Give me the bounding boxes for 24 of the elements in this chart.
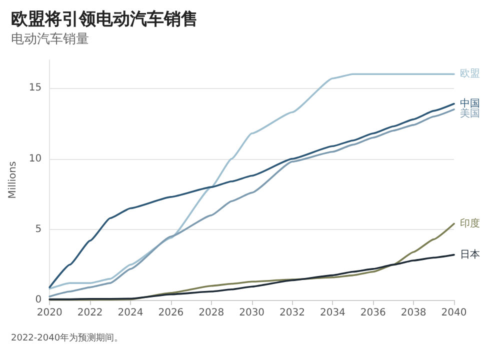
- x-tick-label: 2026: [158, 308, 184, 318]
- y-tick-label: 10: [28, 153, 42, 164]
- x-tick-label: 2032: [280, 308, 305, 318]
- x-tick-label: 2036: [360, 308, 386, 318]
- series-label: 美国: [460, 107, 480, 120]
- x-tick-label: 2034: [320, 308, 346, 318]
- x-tick-label: 2028: [198, 308, 224, 318]
- x-tick-label: 2024: [118, 308, 144, 318]
- series-label: 欧盟: [460, 68, 480, 80]
- x-tick-label: 2022: [77, 308, 103, 318]
- x-tick-label: 2040: [441, 308, 467, 318]
- y-tick-label: 0: [35, 294, 42, 306]
- x-tick-label: 2020: [36, 308, 62, 318]
- chart-title: 欧盟将引领电动汽车销售: [11, 10, 198, 30]
- y-tick-label: 5: [35, 224, 42, 235]
- text: 2022-2040年为预测期间。: [11, 332, 124, 344]
- series-label: 印度: [460, 217, 480, 230]
- y-axis-title: Millions: [8, 161, 18, 199]
- y-tick-label: 15: [28, 82, 42, 94]
- x-tick-label: 2030: [239, 308, 265, 318]
- series-label: 中国: [460, 97, 480, 110]
- series-label: 日本: [460, 248, 480, 260]
- chart-subtitle: 电动汽车销量: [11, 32, 89, 47]
- x-tick-label: 2038: [400, 308, 426, 318]
